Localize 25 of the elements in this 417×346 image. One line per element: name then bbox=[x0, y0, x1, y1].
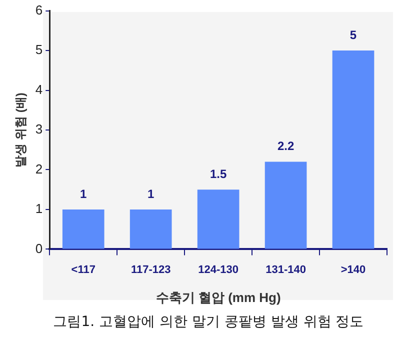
bar bbox=[332, 50, 374, 249]
bar bbox=[62, 209, 104, 249]
x-tick-label: 131-140 bbox=[266, 264, 306, 276]
y-tick-label: 2 bbox=[35, 161, 43, 176]
data-label: 1 bbox=[80, 186, 88, 201]
y-tick-label: 1 bbox=[35, 201, 43, 216]
data-label: 2.2 bbox=[277, 139, 294, 154]
bar bbox=[130, 209, 172, 249]
data-label: 1.5 bbox=[210, 166, 227, 181]
caption: 그림1. 고혈압에 의한 말기 콩팥병 발생 위험 정도 bbox=[52, 313, 365, 331]
y-tick-label: 4 bbox=[35, 82, 43, 97]
x-axis-title: 수축기 혈압 (mm Hg) bbox=[156, 290, 281, 305]
bar bbox=[264, 162, 307, 249]
x-tick-label: <117 bbox=[71, 264, 96, 276]
y-tick-label: 0 bbox=[35, 240, 43, 256]
data-label: 5 bbox=[350, 28, 357, 42]
x-tick-label: >140 bbox=[340, 264, 366, 276]
x-tick-label: 124-130 bbox=[198, 264, 238, 276]
y-axis-title: 발생 위험 (배) bbox=[14, 92, 28, 168]
bar bbox=[197, 190, 240, 249]
y-tick-label: 3 bbox=[35, 122, 43, 137]
data-label: 1 bbox=[147, 186, 154, 201]
y-tick-label: 6 bbox=[35, 2, 43, 18]
y-tick-label: 5 bbox=[35, 42, 43, 58]
x-tick-label: 117-123 bbox=[130, 264, 171, 276]
